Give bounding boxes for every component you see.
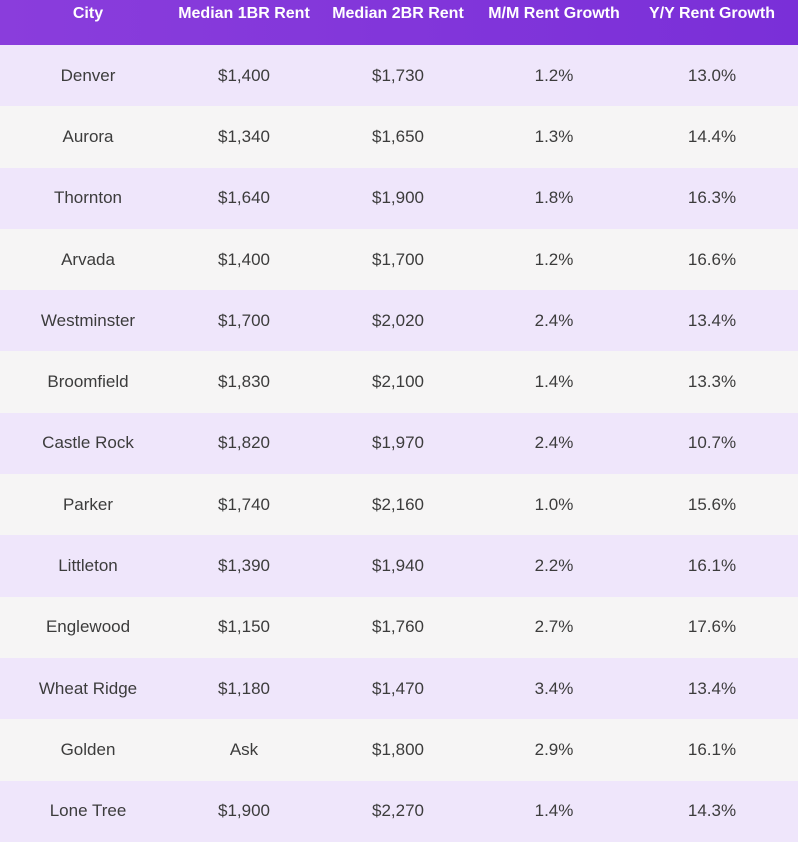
cell-median-1br-rent: $1,180 xyxy=(218,678,270,698)
cell-median-2br-rent: $1,940 xyxy=(372,556,424,576)
table-header: City Median 1BR Rent Median 2BR Rent M/M… xyxy=(0,0,800,45)
cell-mm-rent-growth: 2.7% xyxy=(534,617,574,637)
cell-mm-rent-growth: 1.2% xyxy=(534,65,574,85)
table-row: Westminster $1,700 $2,020 2.4% 13.4% xyxy=(0,290,800,352)
cell-median-2br-rent: $2,270 xyxy=(372,801,424,821)
header-yy-rent-growth: Y/Y Rent Growth xyxy=(649,5,775,22)
cell-city: Golden xyxy=(60,739,116,759)
table-body: Denver $1,400 $1,730 1.2% 13.0% Aurora $1,340 $… xyxy=(0,45,800,842)
cell-mm-rent-growth: 1.2% xyxy=(534,249,574,269)
table-row: Arvada $1,400 $1,700 1.2% 16.6% xyxy=(0,228,800,291)
table-row: Parker $1,740 $2,160 1.0% 15.6% xyxy=(0,474,800,536)
cell-city: Arvada xyxy=(61,249,115,269)
cell-mm-rent-growth: 1.8% xyxy=(534,188,574,208)
cell-median-1br-rent: $1,400 xyxy=(218,249,270,269)
cell-median-2br-rent: $1,760 xyxy=(372,617,424,637)
table-row: Wheat Ridge $1,180 $1,470 3.4% 13.4% xyxy=(0,657,800,720)
cell-median-1br-rent: $1,340 xyxy=(218,126,270,146)
cell-city: Thornton xyxy=(53,188,123,208)
cell-yy-rent-growth: 16.1% xyxy=(687,556,737,576)
table-row: Castle Rock $1,820 $1,970 2.4% 10.7% xyxy=(0,412,800,475)
cell-median-1br-rent: $1,740 xyxy=(218,494,270,514)
header-city: City xyxy=(72,5,104,22)
cell-yy-rent-growth: 13.3% xyxy=(687,372,737,392)
table-row: Englewood $1,150 $1,760 2.7% 17.6% xyxy=(0,596,800,658)
cell-yy-rent-growth: 17.6% xyxy=(687,617,737,637)
cell-mm-rent-growth: 1.3% xyxy=(534,126,574,146)
cell-median-1br-rent: $1,820 xyxy=(218,433,270,453)
cell-city: Westminster xyxy=(40,310,136,330)
cell-median-2br-rent: $1,470 xyxy=(372,678,424,698)
cell-median-2br-rent: $2,020 xyxy=(372,310,424,330)
cell-city: Wheat Ridge xyxy=(38,678,138,698)
cell-mm-rent-growth: 1.4% xyxy=(534,372,574,392)
cell-city: Aurora xyxy=(62,126,114,146)
table-row: Broomfield $1,830 $2,100 1.4% 13.3% xyxy=(0,351,800,413)
cell-yy-rent-growth: 15.6% xyxy=(687,494,737,514)
header-median-1br-rent: Median 1BR Rent xyxy=(178,5,310,22)
cell-median-2br-rent: $1,700 xyxy=(372,249,424,269)
cell-city: Denver xyxy=(60,65,116,85)
cell-median-1br-rent: $1,150 xyxy=(218,617,270,637)
cell-median-1br-rent: Ask xyxy=(229,739,259,759)
cell-city: Parker xyxy=(62,494,114,514)
cell-median-2br-rent: $1,650 xyxy=(372,126,424,146)
cell-mm-rent-growth: 2.2% xyxy=(534,556,574,576)
cell-mm-rent-growth: 3.4% xyxy=(534,678,574,698)
cell-median-1br-rent: $1,900 xyxy=(218,801,270,821)
cell-yy-rent-growth: 16.1% xyxy=(687,739,737,759)
cell-city: Broomfield xyxy=(47,372,129,392)
table-row: Denver $1,400 $1,730 1.2% 13.0% xyxy=(0,45,800,107)
table-right-edge xyxy=(798,0,800,853)
cell-yy-rent-growth: 13.4% xyxy=(687,310,737,330)
cell-yy-rent-growth: 16.3% xyxy=(687,188,737,208)
table-row: Lone Tree $1,900 $2,270 1.4% 14.3% xyxy=(0,780,800,842)
table-row: Thornton $1,640 $1,900 1.8% 16.3% xyxy=(0,167,800,229)
cell-median-2br-rent: $2,100 xyxy=(372,372,424,392)
cell-median-1br-rent: $1,640 xyxy=(218,188,270,208)
cell-mm-rent-growth: 2.4% xyxy=(534,310,574,330)
cell-yy-rent-growth: 13.0% xyxy=(687,65,737,85)
cell-city: Englewood xyxy=(45,617,131,637)
cell-median-2br-rent: $1,800 xyxy=(372,739,424,759)
cell-median-1br-rent: $1,700 xyxy=(218,310,270,330)
header-median-2br-rent: Median 2BR Rent xyxy=(332,5,464,22)
cell-city: Lone Tree xyxy=(49,801,127,821)
cell-yy-rent-growth: 14.4% xyxy=(687,126,737,146)
cell-yy-rent-growth: 16.6% xyxy=(687,249,737,269)
cell-mm-rent-growth: 2.9% xyxy=(534,739,574,759)
cell-median-1br-rent: $1,390 xyxy=(218,556,270,576)
cell-median-2br-rent: $1,970 xyxy=(372,433,424,453)
cell-mm-rent-growth: 1.0% xyxy=(534,494,574,514)
cell-median-2br-rent: $2,160 xyxy=(372,494,424,514)
cell-mm-rent-growth: 2.4% xyxy=(534,433,574,453)
header-mm-rent-growth: M/M Rent Growth xyxy=(488,5,620,22)
cell-city: Littleton xyxy=(58,556,118,576)
table-row: Golden Ask $1,800 2.9% 16.1% xyxy=(0,719,800,781)
table-row: Aurora $1,340 $1,650 1.3% 14.4% xyxy=(0,106,800,168)
table-row: Littleton $1,390 $1,940 2.2% 16.1% xyxy=(0,535,800,597)
cell-yy-rent-growth: 10.7% xyxy=(687,433,737,453)
cell-yy-rent-growth: 13.4% xyxy=(687,678,737,698)
cell-median-2br-rent: $1,900 xyxy=(372,188,424,208)
cell-city: Castle Rock xyxy=(42,433,134,453)
cell-yy-rent-growth: 14.3% xyxy=(687,801,737,821)
cell-median-2br-rent: $1,730 xyxy=(372,65,424,85)
cell-mm-rent-growth: 1.4% xyxy=(534,801,574,821)
cell-median-1br-rent: $1,830 xyxy=(218,372,270,392)
cell-median-1br-rent: $1,400 xyxy=(218,65,270,85)
